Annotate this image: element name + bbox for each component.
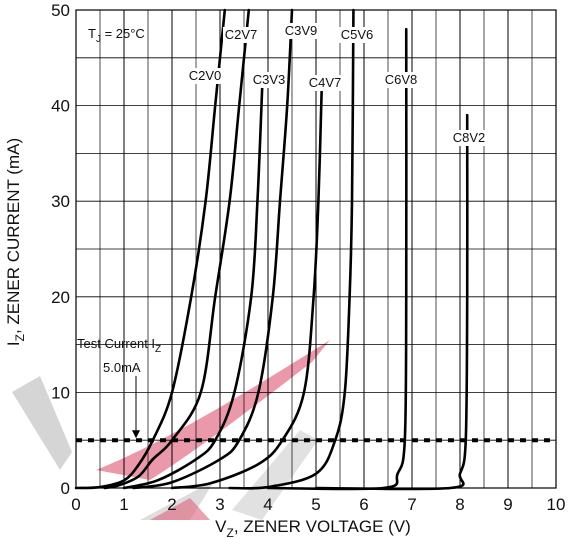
test-current-value: 5.0mA bbox=[103, 360, 141, 375]
curve-c3v9 bbox=[132, 8, 294, 490]
y-axis-title: IZ, ZENER CURRENT (mA) bbox=[4, 138, 27, 346]
curve-label-c2v0: C2V0 bbox=[189, 68, 222, 83]
curve-c2v7 bbox=[103, 8, 251, 490]
junction-temperature-label: TJ = 25°C bbox=[88, 26, 145, 45]
curve-c4v7 bbox=[170, 85, 324, 490]
curve-label-c2v7: C2V7 bbox=[225, 27, 258, 42]
y-tick-label: 20 bbox=[51, 288, 70, 307]
curve-label-bg bbox=[451, 130, 487, 146]
curve-c2v0 bbox=[74, 8, 227, 490]
curve-label-bg bbox=[251, 72, 287, 88]
test-current-arrow-head bbox=[132, 430, 140, 439]
curve-c5v6 bbox=[228, 8, 355, 490]
x-tick-label: 0 bbox=[71, 495, 80, 514]
watermark-gray-right bbox=[232, 430, 318, 520]
curve-label-bg bbox=[339, 27, 375, 43]
axes: 0 1 2 3 4 5 6 7 8 9 10 0 10 20 30 40 50 bbox=[51, 1, 565, 514]
x-axis-title: VZ, ZENER VOLTAGE (V) bbox=[215, 517, 411, 539]
x-tick-label: 5 bbox=[311, 495, 320, 514]
watermark-logo bbox=[12, 340, 330, 520]
x-tick-label: 6 bbox=[359, 495, 368, 514]
x-tick-label: 9 bbox=[503, 495, 512, 514]
y-tick-label: 50 bbox=[51, 1, 70, 20]
curve-label-c4v7: C4V7 bbox=[309, 75, 342, 90]
curve-label-bg bbox=[283, 23, 319, 39]
x-tick-label: 2 bbox=[167, 495, 176, 514]
curve-label-bg bbox=[383, 72, 419, 88]
x-tick-label: 4 bbox=[263, 495, 272, 514]
y-tick-label: 30 bbox=[51, 192, 70, 211]
watermark-pink-bottom bbox=[150, 498, 210, 520]
labels: C2V0 C2V7 C3V3 C3V9 C4V7 C5V6 C6V8 C8V2 bbox=[187, 23, 487, 146]
watermark-pink-swoosh bbox=[96, 340, 330, 480]
curves bbox=[74, 8, 469, 491]
curve-label-bg bbox=[307, 75, 343, 91]
y-tick-label: 0 bbox=[61, 479, 70, 498]
curve-label-bg bbox=[187, 68, 223, 84]
curve-label-c3v3: C3V3 bbox=[253, 72, 286, 87]
y-tick-label: 40 bbox=[51, 97, 70, 116]
x-tick-label: 3 bbox=[215, 495, 224, 514]
curve-c8v2 bbox=[314, 113, 469, 491]
x-tick-label: 8 bbox=[455, 495, 464, 514]
curve-label-c3v9: C3V9 bbox=[285, 23, 318, 38]
x-tick-label: 10 bbox=[547, 495, 566, 514]
x-tick-label: 7 bbox=[407, 495, 416, 514]
curve-c3v3 bbox=[122, 85, 264, 490]
test-current-label: Test Current IZ bbox=[77, 336, 161, 355]
watermark-gray-left bbox=[12, 376, 72, 470]
x-tick-label: 1 bbox=[119, 495, 128, 514]
curve-label-c5v6: C5V6 bbox=[341, 27, 374, 42]
curve-label-c8v2: C8V2 bbox=[453, 130, 486, 145]
curve-label-bg bbox=[223, 27, 259, 43]
y-tick-label: 10 bbox=[51, 383, 70, 402]
curve-label-c6v8: C6V8 bbox=[385, 72, 418, 87]
